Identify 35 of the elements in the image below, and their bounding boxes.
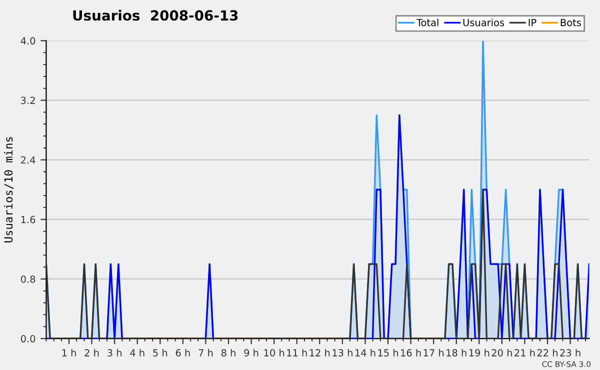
x-tick-label: 10 h: [264, 348, 284, 356]
legend-label: IP: [528, 18, 536, 26]
y-tick-label: 3.2: [21, 96, 35, 104]
x-tick-label: 15 h: [378, 348, 398, 356]
x-tick-label: 16 h: [401, 348, 421, 356]
x-tick-label: 13 h: [332, 348, 352, 356]
x-tick-label: 1 h: [62, 348, 76, 356]
x-tick-label: 2 h: [84, 348, 99, 356]
x-tick-label: 8 h: [221, 348, 236, 356]
x-tick-label: 18 h: [446, 348, 466, 356]
x-tick-label: 3 h: [108, 348, 122, 356]
x-tick-label: 9 h: [244, 348, 258, 356]
x-tick-label: 4 h: [130, 348, 144, 356]
x-tick-label: 12 h: [310, 348, 330, 356]
x-tick-label: 17 h: [424, 348, 444, 356]
legend-label: Bots: [560, 18, 581, 26]
x-tick-label: 23 h: [560, 348, 580, 356]
x-tick-label: 21 h: [514, 348, 535, 356]
y-tick-label: 1.6: [21, 216, 36, 224]
legend-label: Usuarios: [463, 18, 504, 26]
y-tick-label: 0.8: [20, 275, 36, 283]
y-tick-label: 4.0: [20, 37, 36, 45]
legend-label: Total: [416, 18, 438, 26]
x-tick-label: 5 h: [153, 348, 168, 356]
x-tick-label: 19 h: [469, 348, 490, 356]
x-tick-label: 14 h: [355, 348, 376, 356]
chart-title: Usuarios 2008-06-13: [73, 10, 238, 21]
y-tick-label: 2.4: [21, 156, 36, 164]
x-tick-label: 7 h: [198, 348, 213, 356]
y-tick-label: 0.0: [20, 335, 36, 342]
y-axis-title: Usuarios/10 mins: [4, 137, 14, 242]
x-tick-label: 20 h: [492, 348, 512, 356]
x-tick-label: 22 h: [537, 348, 558, 356]
x-tick-label: 6 h: [176, 348, 190, 356]
x-tick-label: 11 h: [287, 348, 307, 356]
